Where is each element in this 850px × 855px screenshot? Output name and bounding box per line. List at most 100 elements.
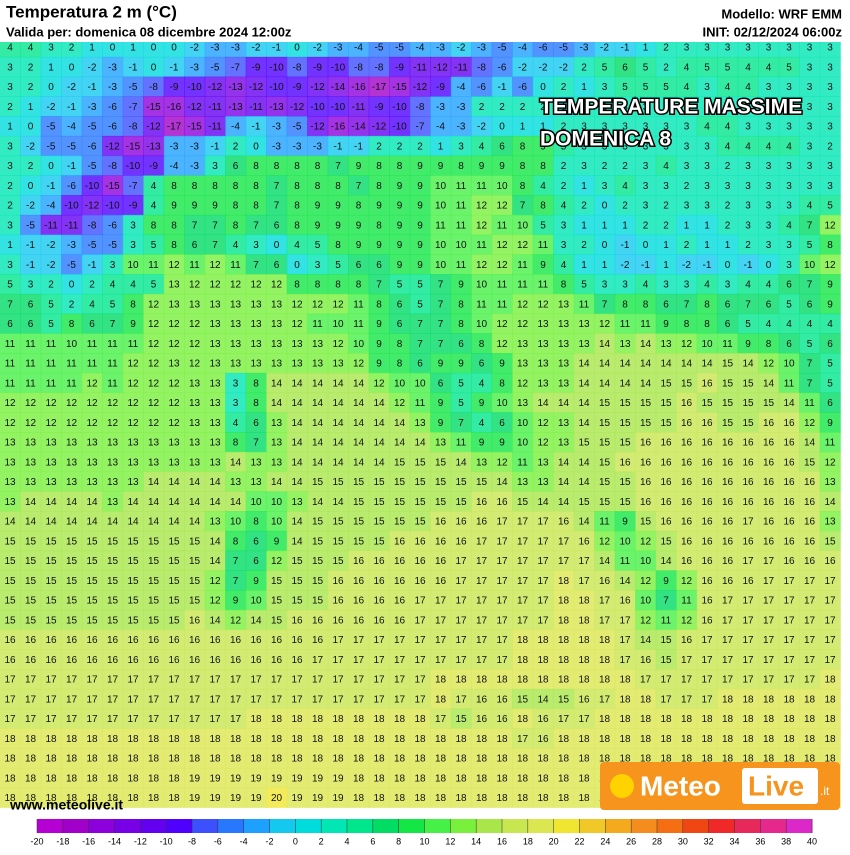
temp-cell <box>327 116 349 137</box>
temp-value: 17 <box>783 615 795 626</box>
temp-value: 3 <box>786 122 792 133</box>
temp-value: 15 <box>332 536 344 547</box>
temp-value: 3 <box>827 62 833 73</box>
temp-cell <box>799 42 821 58</box>
temp-value: 18 <box>312 734 324 745</box>
temp-cell <box>553 293 575 315</box>
temp-value: 12 <box>373 378 385 389</box>
temp-value: 17 <box>435 615 447 626</box>
temp-cell <box>512 155 534 176</box>
temp-value: 18 <box>476 675 488 686</box>
temp-value: 16 <box>783 438 795 449</box>
temp-value: 7 <box>7 299 13 310</box>
temp-cell <box>225 42 247 58</box>
temp-value: -3 <box>67 240 76 251</box>
temp-cell <box>266 56 288 78</box>
temp-value: 17 <box>742 655 754 666</box>
temp-value: 13 <box>558 418 570 429</box>
temp-value: 15 <box>332 556 344 567</box>
temp-cell <box>717 116 739 137</box>
temp-value: 16 <box>291 635 303 646</box>
temp-value: 18 <box>168 773 180 784</box>
temp-value: 15 <box>168 576 180 587</box>
colorbar-label: -2 <box>265 836 273 846</box>
temp-value: 7 <box>438 280 444 291</box>
temp-value: 19 <box>271 773 283 784</box>
temp-cell <box>409 254 431 275</box>
temp-value: 3 <box>786 82 792 93</box>
temp-value: -12 <box>372 122 387 133</box>
temp-value: 18 <box>517 635 529 646</box>
temp-cell <box>61 96 83 117</box>
temp-cell <box>717 76 739 97</box>
temp-value: 4 <box>540 181 546 192</box>
temp-cell <box>143 214 165 236</box>
temp-value: 17 <box>250 675 262 686</box>
temp-value: -8 <box>108 161 117 172</box>
temp-value: 16 <box>722 477 734 488</box>
temp-value: 18 <box>742 734 754 745</box>
temp-value: 15 <box>291 556 303 567</box>
colorbar-label: -12 <box>134 836 147 846</box>
temp-value: 17 <box>496 536 508 547</box>
temp-cell <box>286 76 308 97</box>
temp-value: 16 <box>742 536 754 547</box>
temp-value: 18 <box>619 734 631 745</box>
temp-cell <box>389 116 411 137</box>
temp-value: 15 <box>25 536 37 547</box>
temp-value: 16 <box>722 438 734 449</box>
temp-value: 2 <box>69 299 75 310</box>
temp-cell <box>184 116 206 137</box>
temp-value: 11 <box>107 339 118 350</box>
temp-value: 16 <box>168 635 180 646</box>
temp-cell <box>348 56 370 78</box>
temp-value: 18 <box>353 754 365 765</box>
temp-value: 8 <box>335 181 341 192</box>
temp-value: 18 <box>558 576 570 587</box>
colorbar-label: -4 <box>240 836 248 846</box>
temp-value: -16 <box>167 102 182 113</box>
temp-cell <box>122 96 144 117</box>
temp-value: 16 <box>373 615 385 626</box>
temp-value: 18 <box>148 754 160 765</box>
temp-value: 9 <box>274 536 280 547</box>
temp-value: 6 <box>458 339 464 350</box>
temp-value: 11 <box>66 378 77 389</box>
temp-value: 12 <box>86 418 98 429</box>
temp-cell <box>655 214 677 236</box>
temp-value: 14 <box>353 398 365 409</box>
temp-cell <box>655 195 677 216</box>
temp-value: 4 <box>684 62 690 73</box>
temp-value: 14 <box>291 517 303 528</box>
temp-cell <box>799 293 821 315</box>
temp-value: 6 <box>786 339 792 350</box>
temp-value: 17 <box>701 675 713 686</box>
temp-value: 18 <box>373 734 385 745</box>
temp-value: 14 <box>230 497 242 508</box>
temp-value: 7 <box>376 280 382 291</box>
temp-value: 8 <box>643 299 649 310</box>
temp-value: 14 <box>558 497 570 508</box>
temp-value: 7 <box>253 220 259 231</box>
temp-value: 18 <box>763 694 775 705</box>
temp-value: 18 <box>332 734 344 745</box>
temp-value: 17 <box>455 615 467 626</box>
temp-value: 14 <box>148 477 160 488</box>
temp-value: 2 <box>561 181 567 192</box>
temp-value: 15 <box>312 556 324 567</box>
temp-cell <box>819 254 841 275</box>
temp-cell <box>717 42 739 58</box>
temp-value: 17 <box>476 536 488 547</box>
temp-cell <box>819 274 841 295</box>
temp-value: 13 <box>168 359 180 370</box>
temp-value: 15 <box>722 398 734 409</box>
temp-value: -7 <box>129 102 138 113</box>
temp-value: -1 <box>498 82 507 93</box>
temp-value: 17 <box>517 615 529 626</box>
temp-value: 4 <box>233 418 239 429</box>
temp-cell <box>163 254 185 275</box>
temp-value: 10 <box>640 556 652 567</box>
temp-value: 11 <box>599 517 610 528</box>
temp-value: 14 <box>189 497 201 508</box>
colorbar-band <box>605 819 632 833</box>
